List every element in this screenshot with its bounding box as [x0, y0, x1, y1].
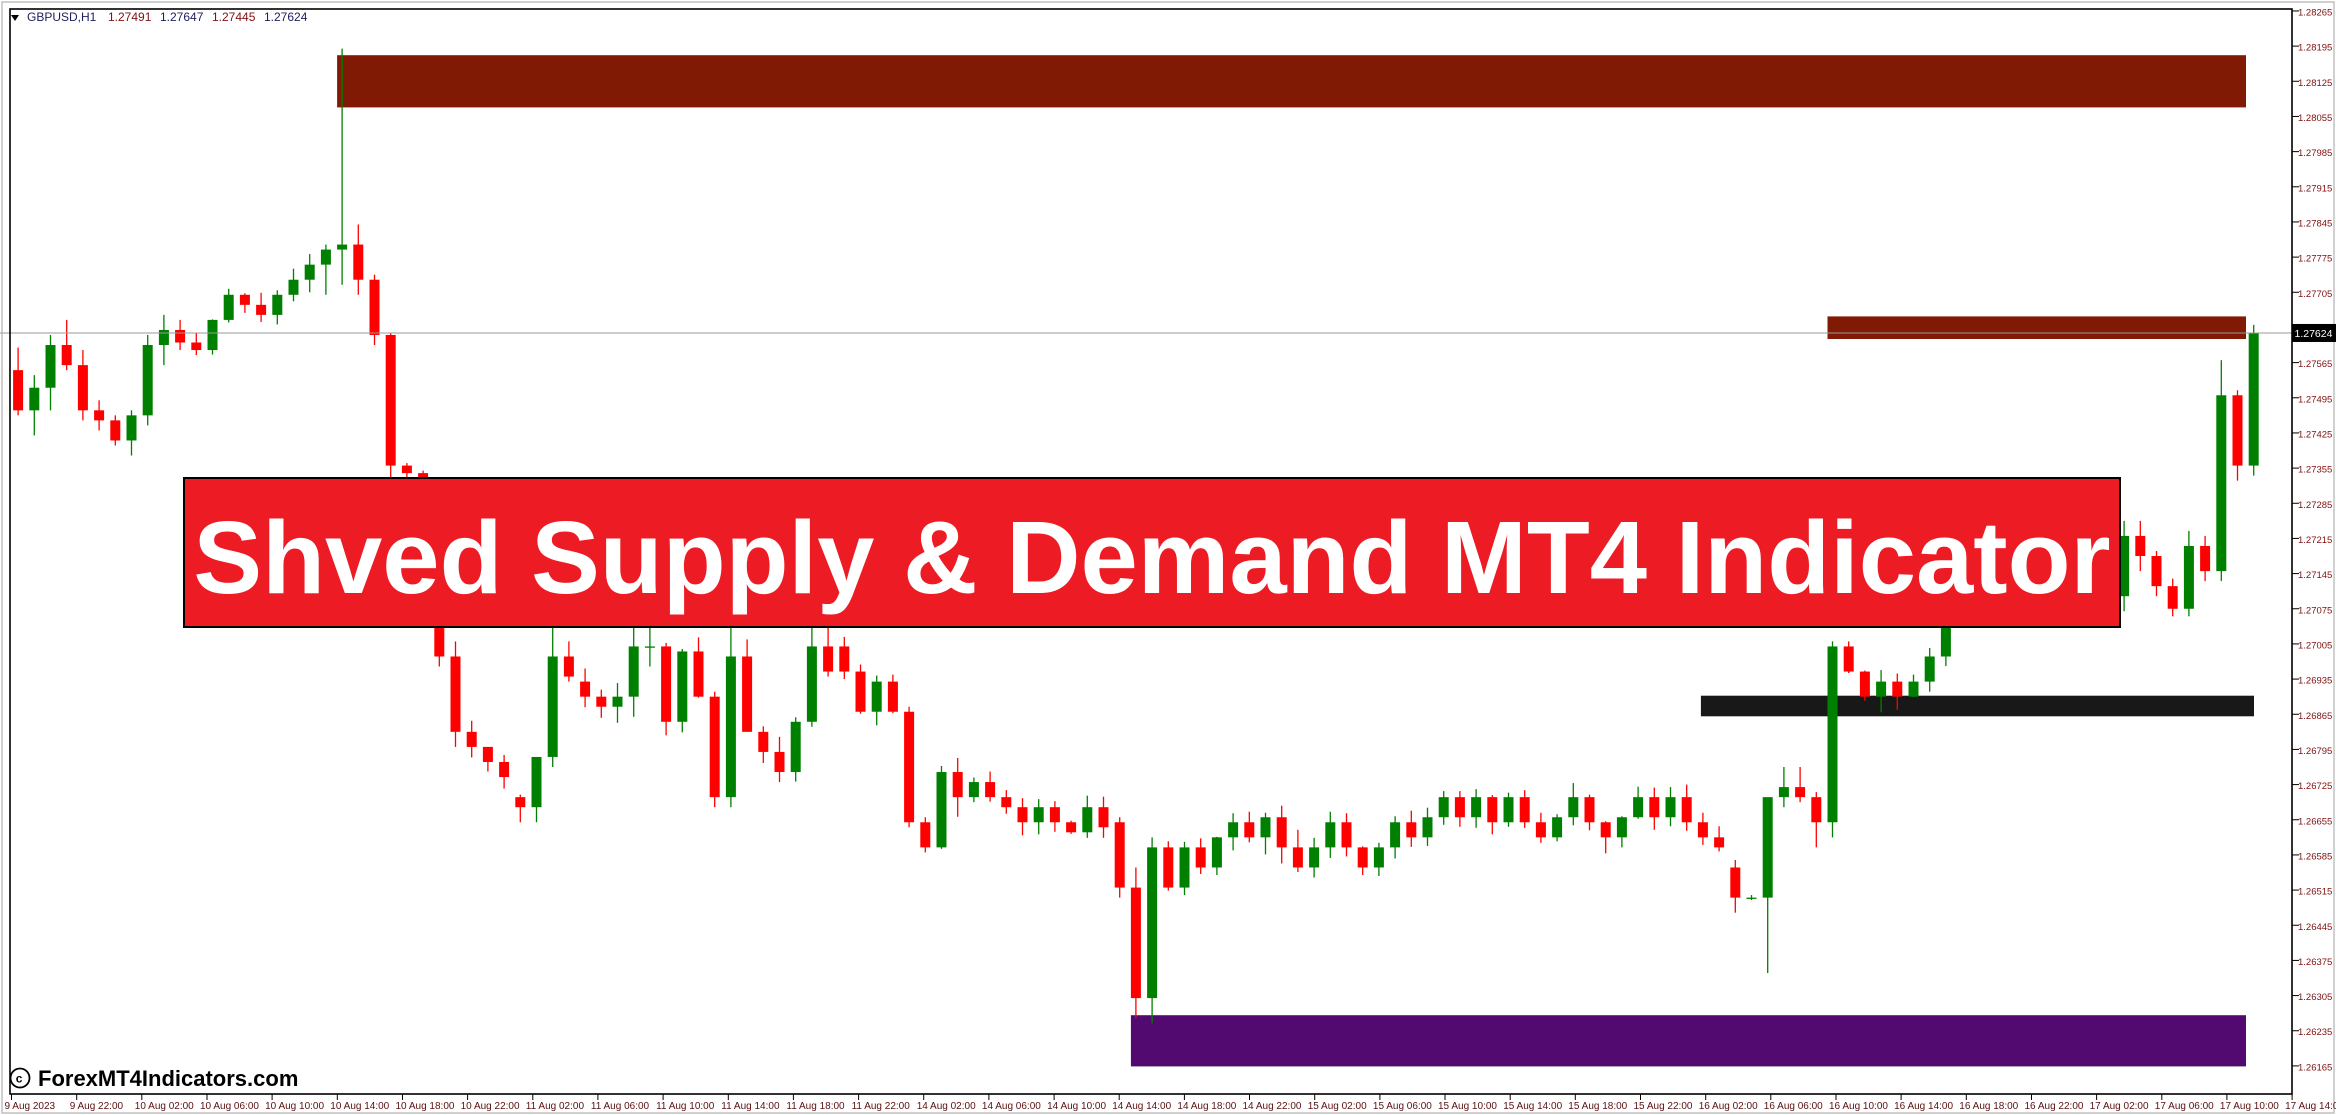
svg-text:11 Aug 14:00: 11 Aug 14:00	[721, 1101, 780, 1112]
svg-text:17 Aug 14:00: 17 Aug 14:00	[2285, 1101, 2336, 1112]
svg-text:1.28265: 1.28265	[2298, 7, 2332, 18]
svg-text:16 Aug 06:00: 16 Aug 06:00	[1764, 1101, 1823, 1112]
svg-text:11 Aug 02:00: 11 Aug 02:00	[526, 1101, 585, 1112]
svg-text:15 Aug 18:00: 15 Aug 18:00	[1568, 1101, 1627, 1112]
svg-text:1.28055: 1.28055	[2298, 113, 2332, 124]
svg-text:17 Aug 10:00: 17 Aug 10:00	[2220, 1101, 2279, 1112]
svg-text:1.26445: 1.26445	[2298, 922, 2332, 933]
svg-text:10 Aug 14:00: 10 Aug 14:00	[330, 1101, 389, 1112]
svg-text:14 Aug 18:00: 14 Aug 18:00	[1177, 1101, 1236, 1112]
svg-text:1.26585: 1.26585	[2298, 851, 2332, 862]
svg-text:1.28125: 1.28125	[2298, 78, 2332, 89]
svg-text:16 Aug 02:00: 16 Aug 02:00	[1699, 1101, 1758, 1112]
svg-text:1.27445: 1.27445	[212, 10, 256, 24]
svg-text:1.26655: 1.26655	[2298, 816, 2332, 827]
svg-text:1.27285: 1.27285	[2298, 500, 2332, 511]
svg-text:11 Aug 06:00: 11 Aug 06:00	[591, 1101, 650, 1112]
svg-text:14 Aug 06:00: 14 Aug 06:00	[982, 1101, 1041, 1112]
svg-text:1.27915: 1.27915	[2298, 183, 2332, 194]
svg-text:ForexMT4Indicators.com: ForexMT4Indicators.com	[38, 1066, 298, 1091]
svg-text:GBPUSD,H1: GBPUSD,H1	[27, 10, 97, 24]
svg-text:1.27775: 1.27775	[2298, 254, 2332, 265]
svg-text:1.27985: 1.27985	[2298, 148, 2332, 159]
svg-text:10 Aug 22:00: 10 Aug 22:00	[461, 1101, 520, 1112]
svg-text:1.27647: 1.27647	[160, 10, 204, 24]
svg-text:1.27355: 1.27355	[2298, 465, 2332, 476]
svg-text:1.27495: 1.27495	[2298, 394, 2332, 405]
svg-text:1.26725: 1.26725	[2298, 781, 2332, 792]
svg-text:11 Aug 18:00: 11 Aug 18:00	[786, 1101, 845, 1112]
svg-text:1.27145: 1.27145	[2298, 570, 2332, 581]
svg-text:10 Aug 18:00: 10 Aug 18:00	[396, 1101, 455, 1112]
svg-text:1.26515: 1.26515	[2298, 887, 2332, 898]
svg-text:14 Aug 02:00: 14 Aug 02:00	[917, 1101, 976, 1112]
svg-text:1.27075: 1.27075	[2298, 605, 2332, 616]
svg-text:10 Aug 06:00: 10 Aug 06:00	[200, 1101, 259, 1112]
svg-text:15 Aug 22:00: 15 Aug 22:00	[1634, 1101, 1693, 1112]
svg-text:1.26935: 1.26935	[2298, 676, 2332, 687]
svg-text:17 Aug 02:00: 17 Aug 02:00	[2090, 1101, 2149, 1112]
svg-text:10 Aug 10:00: 10 Aug 10:00	[265, 1101, 324, 1112]
svg-text:16 Aug 14:00: 16 Aug 14:00	[1894, 1101, 1953, 1112]
svg-text:1.27215: 1.27215	[2298, 535, 2332, 546]
svg-text:1.26305: 1.26305	[2298, 992, 2332, 1003]
svg-text:14 Aug 10:00: 14 Aug 10:00	[1047, 1101, 1106, 1112]
svg-text:15 Aug 14:00: 15 Aug 14:00	[1503, 1101, 1562, 1112]
svg-text:15 Aug 02:00: 15 Aug 02:00	[1308, 1101, 1367, 1112]
svg-text:1.27705: 1.27705	[2298, 289, 2332, 300]
svg-text:1.26235: 1.26235	[2298, 1027, 2332, 1038]
svg-text:Shved Supply & Demand MT4 Indi: Shved Supply & Demand MT4 Indicator	[193, 500, 2110, 615]
svg-text:16 Aug 18:00: 16 Aug 18:00	[1959, 1101, 2018, 1112]
svg-text:11 Aug 22:00: 11 Aug 22:00	[852, 1101, 911, 1112]
svg-text:9 Aug 2023: 9 Aug 2023	[5, 1101, 56, 1112]
svg-text:1.27845: 1.27845	[2298, 218, 2332, 229]
svg-text:10 Aug 02:00: 10 Aug 02:00	[135, 1101, 194, 1112]
svg-text:16 Aug 10:00: 16 Aug 10:00	[1829, 1101, 1888, 1112]
svg-text:c: c	[16, 1072, 23, 1086]
svg-text:1.26375: 1.26375	[2298, 957, 2332, 968]
svg-text:15 Aug 06:00: 15 Aug 06:00	[1373, 1101, 1432, 1112]
svg-text:11 Aug 10:00: 11 Aug 10:00	[656, 1101, 715, 1112]
svg-text:1.27425: 1.27425	[2298, 429, 2332, 440]
svg-text:1.27624: 1.27624	[264, 10, 308, 24]
svg-text:17 Aug 06:00: 17 Aug 06:00	[2155, 1101, 2214, 1112]
svg-text:16 Aug 22:00: 16 Aug 22:00	[2025, 1101, 2084, 1112]
svg-text:1.27624: 1.27624	[2295, 328, 2333, 340]
svg-text:1.26865: 1.26865	[2298, 711, 2332, 722]
svg-text:1.28195: 1.28195	[2298, 43, 2332, 54]
svg-text:1.26795: 1.26795	[2298, 746, 2332, 757]
svg-text:1.27565: 1.27565	[2298, 359, 2332, 370]
svg-text:15 Aug 10:00: 15 Aug 10:00	[1438, 1101, 1497, 1112]
svg-text:14 Aug 22:00: 14 Aug 22:00	[1243, 1101, 1302, 1112]
svg-text:1.27491: 1.27491	[108, 10, 152, 24]
svg-text:1.26165: 1.26165	[2298, 1062, 2332, 1073]
svg-text:1.27005: 1.27005	[2298, 640, 2332, 651]
svg-text:9 Aug 22:00: 9 Aug 22:00	[70, 1101, 124, 1112]
svg-text:14 Aug 14:00: 14 Aug 14:00	[1112, 1101, 1171, 1112]
